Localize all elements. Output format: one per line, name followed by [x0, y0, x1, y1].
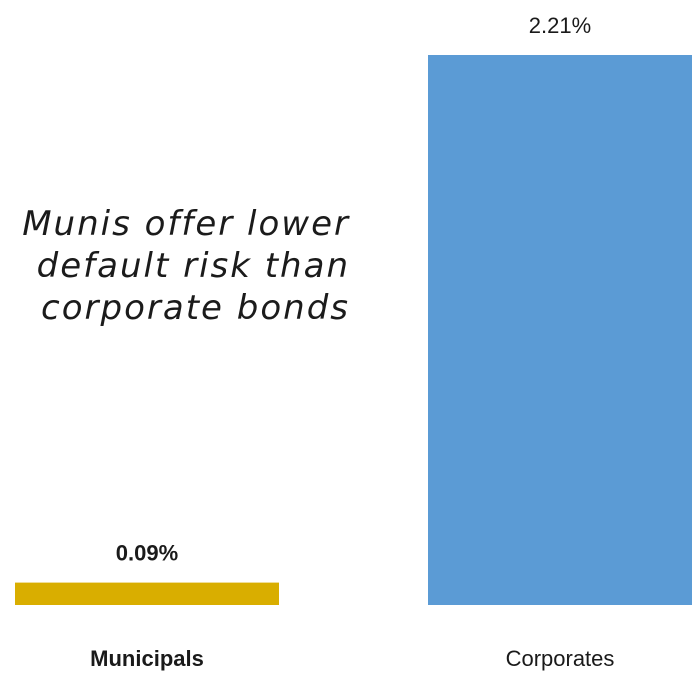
bar-corporates — [428, 55, 692, 605]
value-label-corporates: 2.21% — [529, 13, 591, 38]
category-label-municipals: Municipals — [90, 646, 204, 671]
bar-municipals — [15, 582, 279, 605]
chart-annotation: Munis offer lower default risk than corp… — [22, 204, 350, 328]
value-label-municipals: 0.09% — [116, 541, 178, 566]
category-label-corporates: Corporates — [506, 646, 615, 671]
